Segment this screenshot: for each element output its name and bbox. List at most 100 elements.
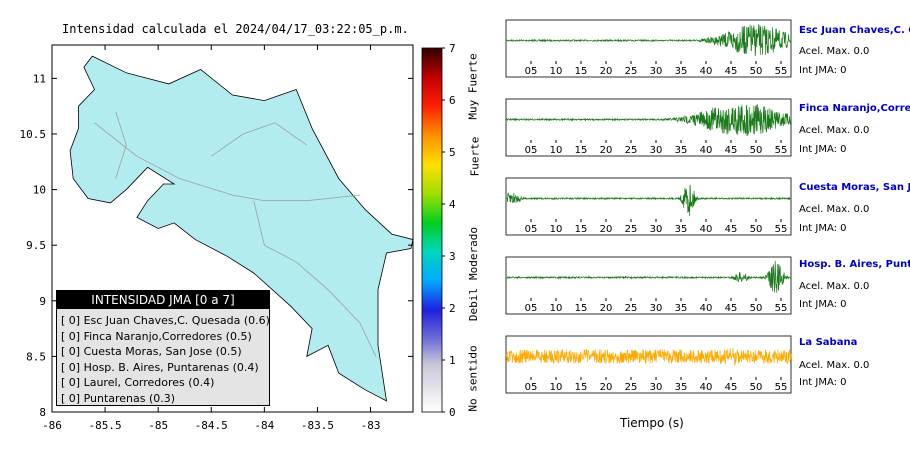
time-tick-label: 40 (700, 145, 713, 156)
station-name: Cuesta Moras, San Jose (799, 182, 910, 193)
legend-item: [ 0] Hosp. B. Aires, Puntarenas (0.4) (61, 360, 259, 374)
waveform-panel-frame (505, 19, 792, 78)
colorbar: 0 1 2 3 4 5 6 7 (421, 42, 456, 419)
time-tick-label: 55 (775, 303, 788, 314)
acel-max: Acel. Max. 0.0 (799, 204, 870, 215)
lon-tick-label: -85 (148, 419, 168, 432)
time-tick-label: 35 (675, 382, 688, 393)
time-tick-label: 20 (600, 382, 613, 393)
time-tick-label: 25 (625, 382, 638, 393)
lon-tick-label: -83.5 (301, 419, 334, 432)
lat-tick-label: 10.5 (20, 128, 47, 141)
legend-item: [ 0] Puntarenas (0.3) (61, 391, 176, 405)
waveform-trace (505, 347, 792, 366)
time-tick-label: 10 (550, 145, 563, 156)
time-tick-label: 55 (775, 145, 788, 156)
acel-max: Acel. Max. 0.0 (799, 281, 870, 292)
colorbar-tick-label: 5 (449, 146, 456, 159)
scale-word-fuerte: Fuerte (468, 136, 482, 177)
station-name: Esc Juan Chaves,C. Quesada (799, 25, 910, 36)
time-tick-label: 35 (675, 303, 688, 314)
scale-word-no-sentido: No sentido (466, 345, 480, 412)
time-tick-label: 35 (675, 145, 688, 156)
time-tick-label: 45 (725, 145, 738, 156)
waveform-trace (505, 104, 792, 137)
legend-item: [ 0] Cuesta Moras, San Jose (0.5) (61, 345, 242, 358)
time-tick-label: 40 (700, 382, 713, 393)
legend-title: INTENSIDAD JMA [0 a 7] (57, 291, 269, 309)
time-tick-label: 55 (775, 66, 788, 77)
time-tick-label: 55 (775, 382, 788, 393)
lon-tick-label: -86 (42, 419, 62, 432)
time-tick-label: 50 (750, 382, 763, 393)
time-tick-label: 05 (525, 224, 538, 235)
time-tick-label: 45 (725, 66, 738, 77)
acel-max: Acel. Max. 0.0 (799, 46, 870, 57)
time-tick-label: 20 (600, 303, 613, 314)
time-tick-label: 30 (650, 224, 663, 235)
time-tick-label: 40 (700, 66, 713, 77)
waveform-panel-frame (505, 335, 792, 394)
scale-word-debil: Debil (467, 287, 481, 322)
time-tick-label: 05 (525, 145, 538, 156)
acel-max: Acel. Max. 0.0 (799, 360, 870, 371)
time-tick-label: 25 (625, 66, 638, 77)
time-tick-label: 25 (625, 145, 638, 156)
colorbar-gradient (421, 47, 443, 413)
colorbar-tick-label: 4 (449, 198, 456, 211)
lat-tick-label: 9 (39, 295, 46, 308)
time-tick-label: 05 (525, 303, 538, 314)
road-line (253, 200, 377, 357)
time-tick-label: 05 (525, 66, 538, 77)
waveform-panel-frame (505, 177, 792, 236)
station-name: Finca Naranjo,Corredores (799, 103, 910, 114)
road-line (211, 122, 308, 157)
lat-tick-label: 9.5 (26, 239, 46, 252)
station-name: La Sabana (799, 337, 858, 348)
time-tick-label: 15 (575, 382, 588, 393)
lon-tick-label: -83 (361, 419, 381, 432)
costa-rica-landmass (69, 55, 414, 402)
time-tick-label: 20 (600, 66, 613, 77)
time-tick-label: 25 (625, 303, 638, 314)
lat-tick-label: 8.5 (26, 350, 46, 363)
time-tick-label: 20 (600, 145, 613, 156)
colorbar-tick-label: 3 (449, 250, 456, 263)
int-jma: Int JMA: 0 (799, 65, 847, 76)
time-tick-label: 10 (550, 382, 563, 393)
time-tick-label: 50 (750, 145, 763, 156)
time-tick-label: 35 (675, 66, 688, 77)
lat-tick-label: 11 (33, 72, 46, 85)
legend-item: [ 0] Laurel, Corredores (0.4) (61, 376, 215, 389)
map-layer: -86 -85.5 -85 -84.5 -84 -83.5 -83 8 8.5 9 9.5 10 10.… (20, 44, 414, 432)
time-tick-label: 10 (550, 303, 563, 314)
waveform-trace (505, 24, 792, 57)
time-tick-label: 10 (550, 224, 563, 235)
time-tick-label: 20 (600, 224, 613, 235)
int-jma: Int JMA: 0 (799, 144, 847, 155)
legend-list: [ 0] Esc Juan Chaves,C. Quesada (0.6) [ … (61, 313, 270, 406)
time-tick-label: 45 (725, 303, 738, 314)
colorbar-tick-label: 1 (449, 354, 456, 367)
time-tick-label: 30 (650, 145, 663, 156)
station-name: Hosp. B. Aires, Puntarenas (799, 259, 910, 270)
map-title: Intensidad calculada el 2024/04/17_03:22… (62, 22, 409, 36)
int-jma: Int JMA: 0 (799, 377, 847, 388)
lat-tick-label: 10 (33, 184, 46, 197)
waveform-trace (505, 184, 792, 217)
road-line (94, 122, 360, 202)
scale-word-muy-fuerte: Muy Fuerte (466, 53, 480, 120)
waveform-panel-frame (505, 256, 792, 315)
acel-max: Acel. Max. 0.0 (799, 125, 870, 136)
waveform-panels: 05 10 15 20 25 30 35 40 45 50 55 05 10 15 20 25 30 35 40 45… (505, 19, 792, 394)
intensity-legend: INTENSIDAD JMA [0 a 7] [ 0] Esc Juan Cha… (56, 290, 270, 406)
time-tick-label: 35 (675, 224, 688, 235)
road-line (115, 111, 127, 179)
time-tick-label: 40 (700, 224, 713, 235)
colorbar-tick-label: 0 (449, 406, 456, 419)
time-tick-label: 50 (750, 66, 763, 77)
time-tick-label: 05 (525, 382, 538, 393)
time-tick-label: 40 (700, 303, 713, 314)
time-tick-label: 10 (550, 66, 563, 77)
